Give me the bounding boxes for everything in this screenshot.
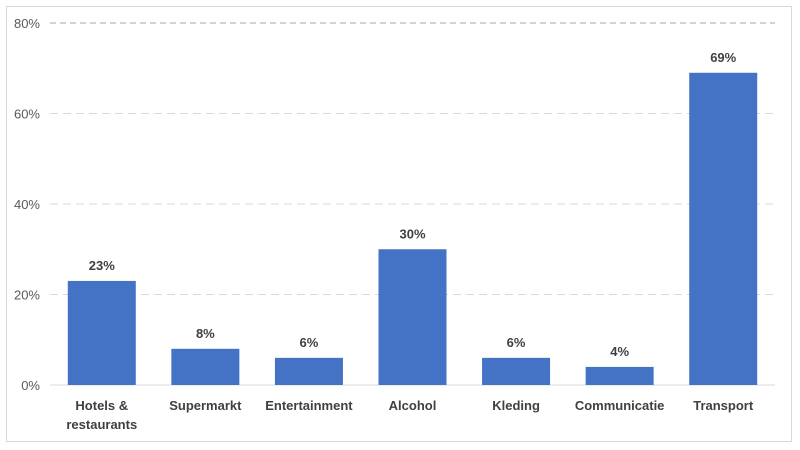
data-label: 8% [196, 326, 215, 341]
category-label: Communicatie [575, 398, 665, 413]
category-label: Transport [693, 398, 754, 413]
category-label: Supermarkt [169, 398, 242, 413]
bar [67, 280, 136, 385]
y-tick-label: 20% [14, 288, 40, 303]
category-label: Hotels & [75, 398, 128, 413]
category-label: Kleding [492, 398, 540, 413]
y-tick-label: 80% [14, 16, 40, 31]
bar [171, 348, 240, 385]
bar [274, 357, 343, 385]
data-label: 6% [507, 335, 526, 350]
category-label: restaurants [66, 417, 137, 432]
y-tick-label: 0% [21, 378, 40, 393]
bar [378, 249, 447, 385]
bar [482, 357, 551, 385]
bar [689, 72, 758, 386]
data-label: 4% [610, 344, 629, 359]
data-label: 23% [89, 258, 115, 273]
data-label: 6% [300, 335, 319, 350]
bar [585, 366, 654, 385]
data-label: 30% [399, 226, 425, 241]
y-tick-label: 60% [14, 107, 40, 122]
data-label: 69% [710, 50, 736, 65]
category-label: Entertainment [265, 398, 353, 413]
category-label: Alcohol [389, 398, 437, 413]
y-tick-label: 40% [14, 197, 40, 212]
